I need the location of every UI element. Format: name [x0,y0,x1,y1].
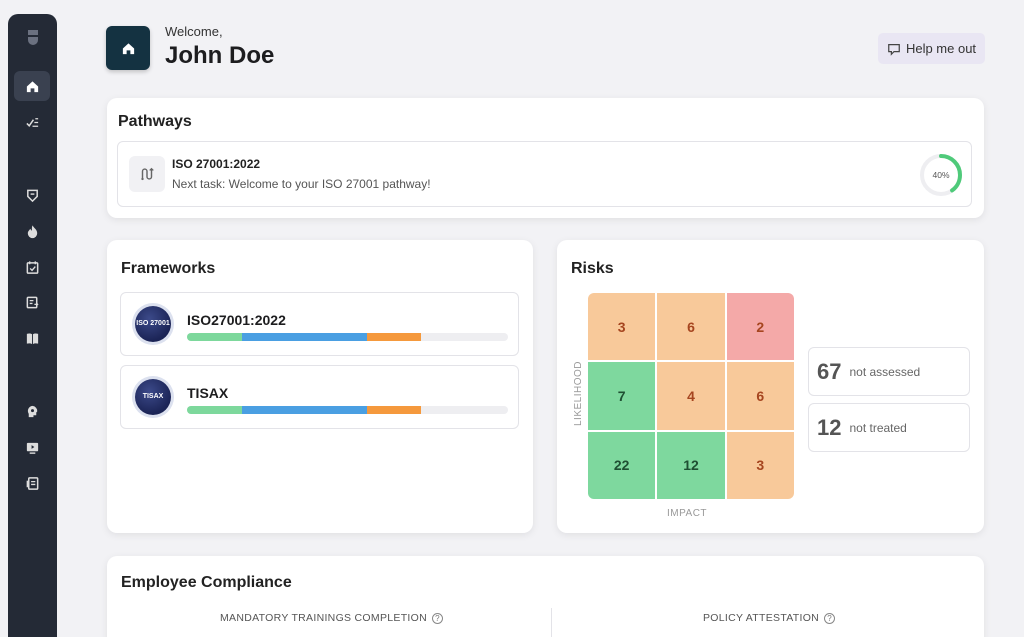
mandatory-trainings-label: MANDATORY TRAININGS COMPLETION [220,612,427,624]
framework-progress-bar [187,333,508,341]
framework-item-iso27001[interactable]: ISO 27001 ISO27001:2022 [120,292,519,356]
likelihood-axis-label: LIKELIHOOD [573,360,584,426]
video-icon [26,442,38,454]
help-button[interactable]: Help me out [878,33,985,64]
frameworks-card: Frameworks ISO 27001 ISO27001:2022 TISAX… [107,240,533,533]
iso-badge-icon: ISO 27001 [135,306,171,342]
home-badge [106,26,150,70]
employee-compliance-card: Employee Compliance MANDATORY TRAININGS … [107,556,984,637]
pathways-card: Pathways ISO 27001:2022 Next task: Welco… [107,98,984,218]
sidebar-item-reports[interactable] [14,468,50,498]
not-assessed-label: not assessed [849,364,921,379]
framework-progress-segment [366,333,422,341]
frameworks-title: Frameworks [121,260,216,277]
info-icon[interactable]: ? [431,612,443,624]
chat-icon [888,43,900,56]
not-assessed-stat[interactable]: 67 not assessed [808,347,970,396]
risk-matrix: 3 6 2 7 4 6 22 12 3 [588,293,794,499]
tisax-badge-icon: TISAX [135,379,171,415]
logo-icon[interactable] [25,28,41,48]
framework-progress-segment [366,406,422,414]
sidebar-item-security[interactable] [14,180,50,210]
framework-progress-segment [187,406,242,414]
route-icon [129,156,165,192]
sidebar-item-risks[interactable] [14,216,50,246]
pathway-item[interactable]: ISO 27001:2022 Next task: Welcome to you… [117,141,972,207]
pathway-progress-ring: 40% [918,152,964,198]
document-list-icon [26,476,38,490]
impact-axis-label: IMPACT [667,508,708,519]
risk-cell[interactable]: 4 [657,362,725,430]
home-icon [26,80,38,92]
checklist-icon [25,117,38,127]
shield-icon [26,189,38,202]
user-name: John Doe [165,42,275,69]
risk-cell[interactable]: 12 [657,431,725,499]
sidebar-item-home[interactable] [14,71,50,101]
framework-progress-segment [241,333,367,341]
home-icon [122,42,134,54]
risk-cell[interactable]: 22 [588,431,656,499]
framework-name: TISAX [187,385,229,401]
sidebar-item-checklist[interactable] [14,107,50,137]
column-divider [551,608,552,637]
help-button-label: Help me out [905,41,977,56]
sidebar-item-library[interactable] [14,323,50,353]
welcome-text: Welcome, [165,24,223,39]
risk-cell[interactable]: 2 [726,293,794,361]
framework-item-tisax[interactable]: TISAX TISAX [120,365,519,429]
pathways-title: Pathways [118,113,192,130]
fire-icon [27,224,37,238]
framework-progress-segment [241,406,367,414]
pathway-next-task: Next task: Welcome to your ISO 27001 pat… [172,177,431,191]
policy-attestation-header: POLICY ATTESTATION ? [703,612,836,624]
not-treated-count: 12 [817,414,842,440]
pathway-progress-label: 40% [932,170,949,180]
policy-attestation-label: POLICY ATTESTATION [703,612,820,624]
document-arrow-icon [26,296,39,308]
info-icon[interactable]: ? [824,612,836,624]
risk-cell[interactable]: 7 [588,362,656,430]
sidebar [8,14,57,637]
risk-cell[interactable]: 3 [726,431,794,499]
head-icon [27,405,37,417]
risk-cell[interactable]: 3 [588,293,656,361]
sidebar-item-tasks[interactable] [14,252,50,282]
sidebar-item-training[interactable] [14,396,50,426]
framework-progress-segment [187,333,242,341]
employee-compliance-title: Employee Compliance [121,574,292,591]
risk-cell[interactable]: 6 [726,362,794,430]
not-treated-stat[interactable]: 12 not treated [808,403,970,452]
sidebar-item-videos[interactable] [14,432,50,462]
calendar-check-icon [26,260,38,274]
book-icon [26,333,38,344]
sidebar-item-policies[interactable] [14,287,50,317]
risks-title: Risks [571,260,614,277]
not-treated-label: not treated [849,420,907,435]
framework-name: ISO27001:2022 [187,312,286,328]
pathway-name: ISO 27001:2022 [172,157,261,171]
not-assessed-count: 67 [817,358,842,384]
framework-progress-bar [187,406,508,414]
risks-card: Risks LIKELIHOOD 3 6 2 7 4 6 22 12 3 IMPACT 67 n… [557,240,984,533]
mandatory-trainings-header: MANDATORY TRAININGS COMPLETION ? [220,612,443,624]
risk-cell[interactable]: 6 [657,293,725,361]
